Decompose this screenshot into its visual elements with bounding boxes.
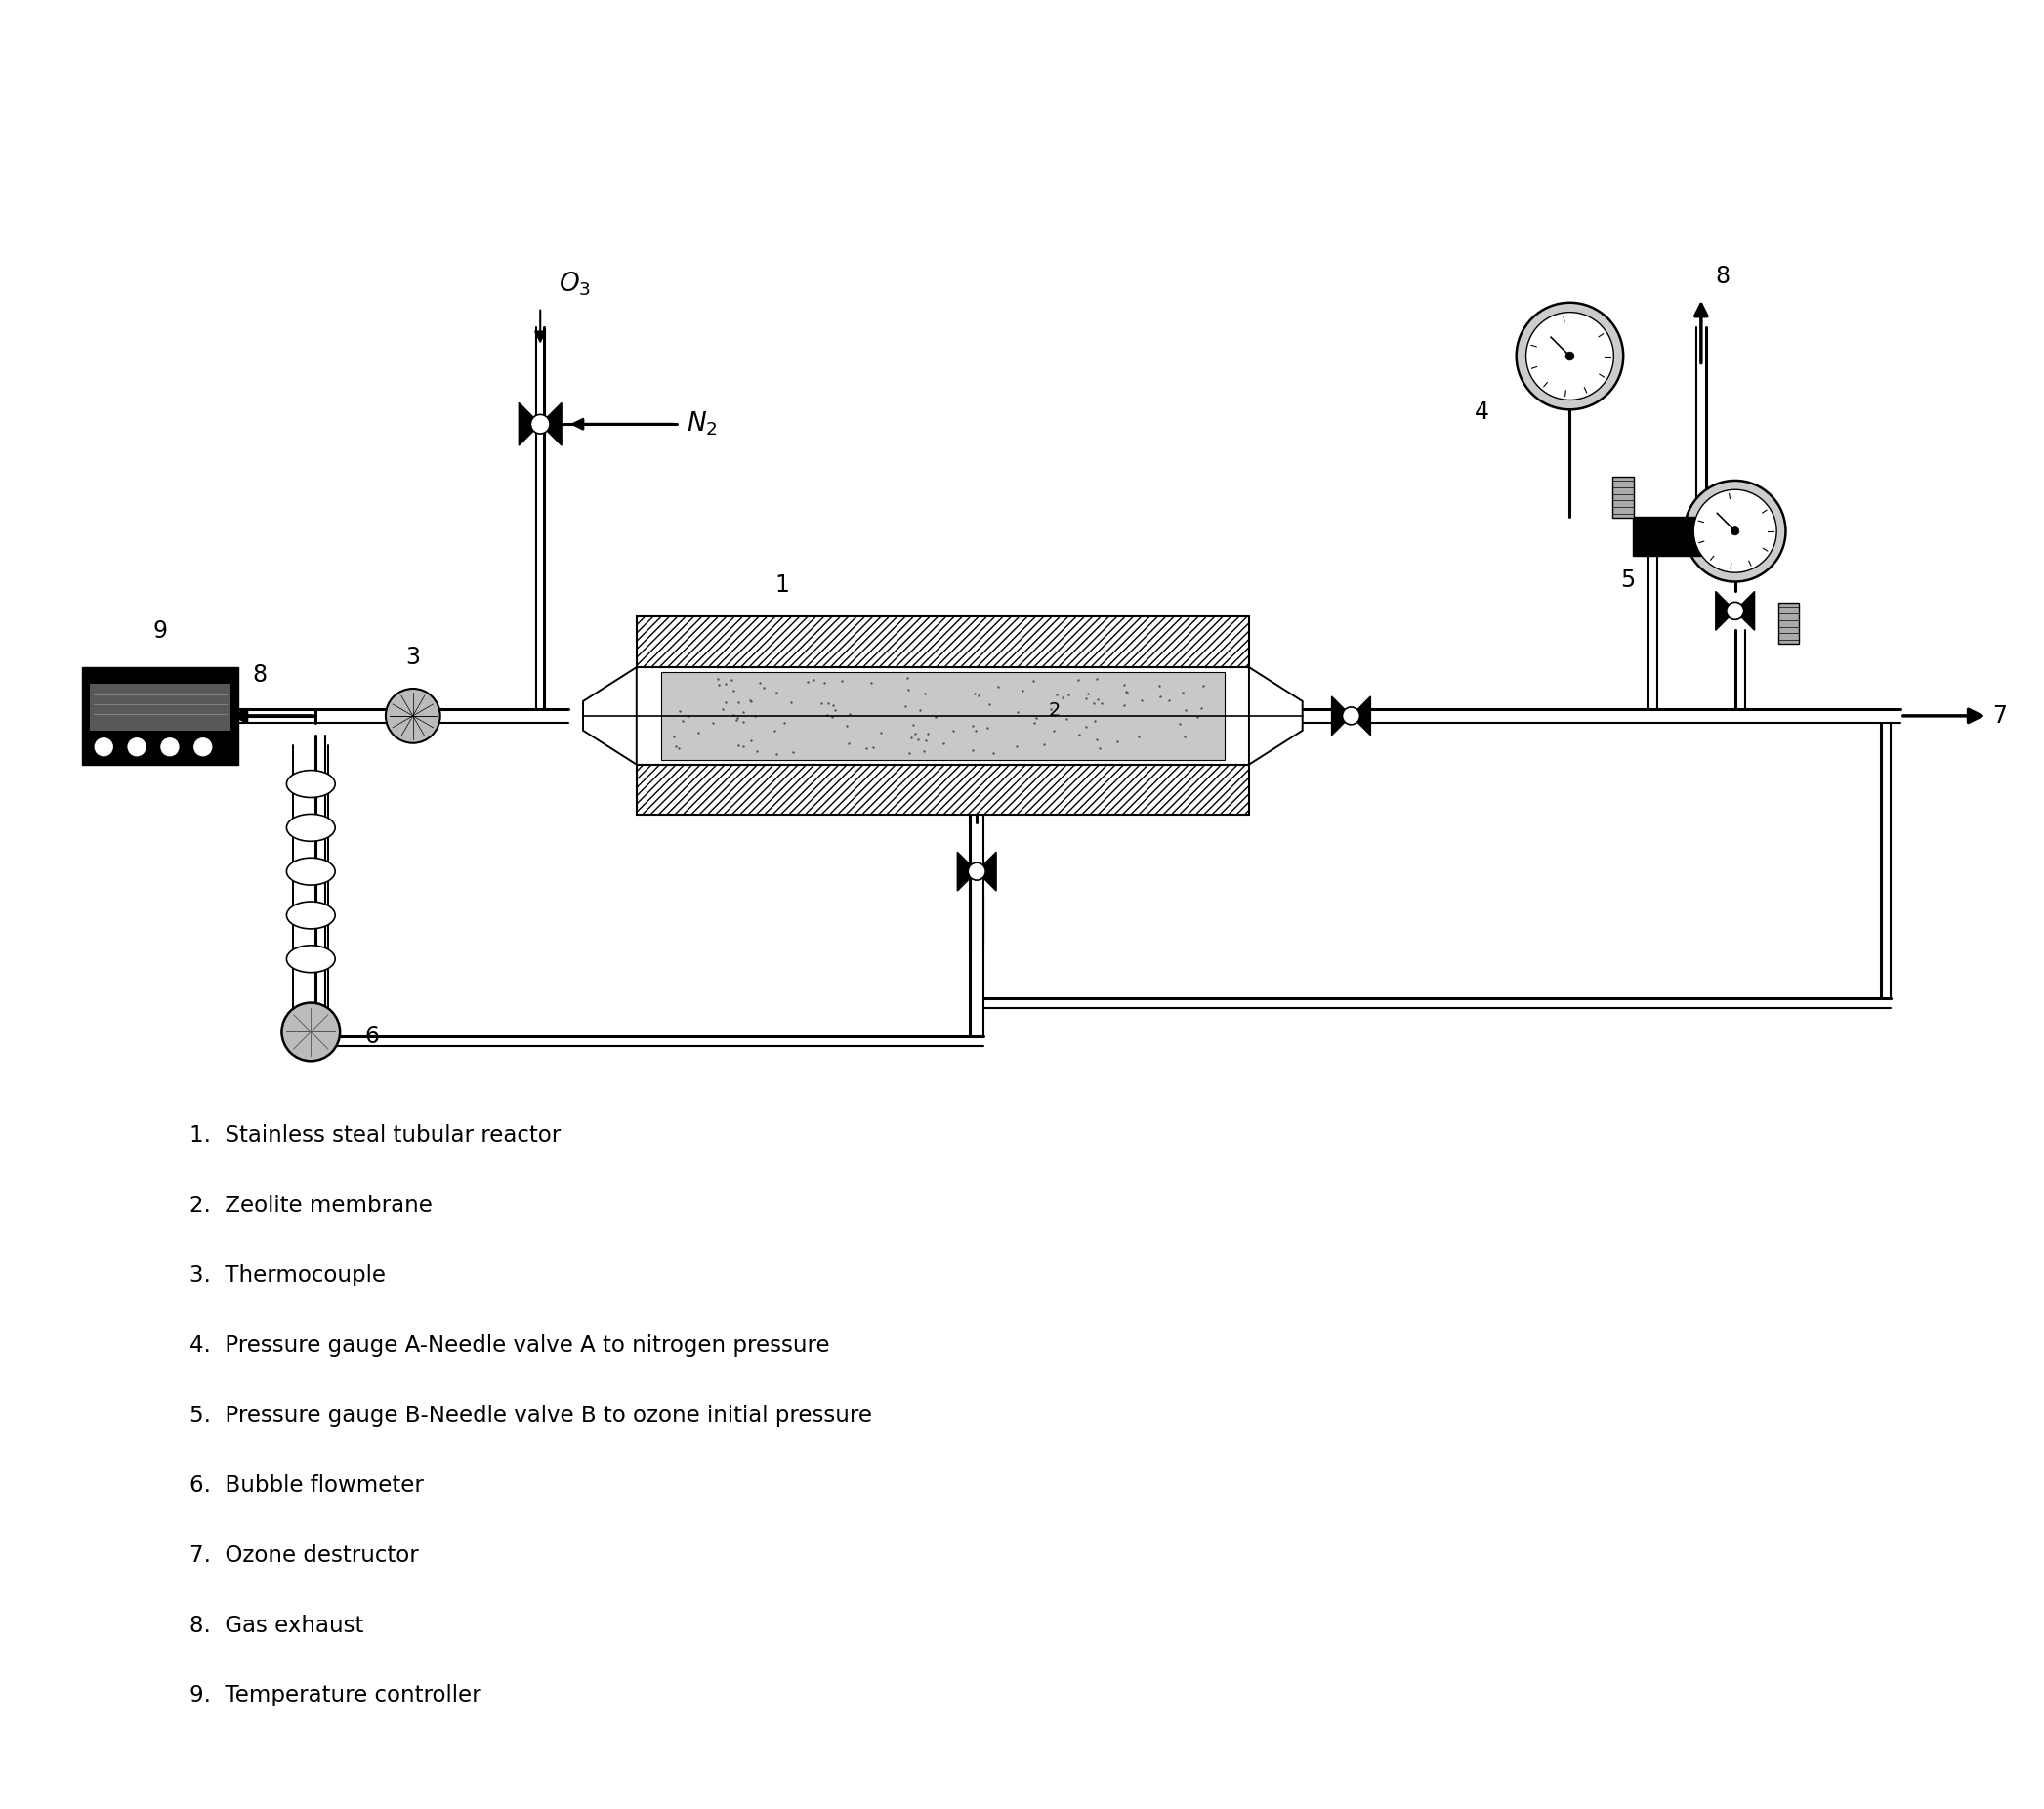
Text: $O_3$: $O_3$ bbox=[558, 270, 591, 298]
Polygon shape bbox=[583, 668, 636, 765]
Text: $N_2$: $N_2$ bbox=[687, 411, 717, 438]
Text: 6: 6 bbox=[364, 1026, 378, 1049]
Text: 8.  Gas exhaust: 8. Gas exhaust bbox=[190, 1614, 364, 1637]
Polygon shape bbox=[977, 852, 995, 890]
Circle shape bbox=[1343, 707, 1359, 725]
Circle shape bbox=[1684, 481, 1786, 582]
Circle shape bbox=[129, 738, 145, 756]
Text: 3: 3 bbox=[405, 646, 421, 669]
Bar bbox=[1633, 517, 1721, 555]
Text: 8: 8 bbox=[251, 664, 266, 687]
Text: 7.  Ozone destructor: 7. Ozone destructor bbox=[190, 1545, 419, 1567]
Bar bbox=[82, 668, 237, 765]
Text: 1.  Stainless steal tubular reactor: 1. Stainless steal tubular reactor bbox=[190, 1123, 560, 1147]
Circle shape bbox=[1694, 490, 1776, 573]
Polygon shape bbox=[957, 852, 977, 890]
Bar bbox=[636, 765, 1249, 816]
Circle shape bbox=[1727, 602, 1744, 620]
Circle shape bbox=[531, 414, 550, 434]
Ellipse shape bbox=[286, 946, 335, 973]
Text: 2: 2 bbox=[1049, 702, 1061, 720]
Text: 9: 9 bbox=[153, 619, 168, 642]
Bar bbox=[660, 673, 1224, 760]
Bar bbox=[1778, 602, 1799, 644]
Polygon shape bbox=[1735, 592, 1754, 630]
Circle shape bbox=[1517, 302, 1623, 409]
Text: 4.  Pressure gauge A-Needle valve A to nitrogen pressure: 4. Pressure gauge A-Needle valve A to ni… bbox=[190, 1335, 830, 1357]
Ellipse shape bbox=[286, 771, 335, 798]
Circle shape bbox=[161, 738, 178, 756]
Text: 9.  Temperature controller: 9. Temperature controller bbox=[190, 1684, 480, 1708]
Polygon shape bbox=[1249, 668, 1302, 765]
Text: 5: 5 bbox=[1621, 568, 1635, 592]
Polygon shape bbox=[1715, 592, 1735, 630]
Bar bbox=[90, 684, 231, 731]
Text: 8: 8 bbox=[1715, 264, 1731, 288]
Ellipse shape bbox=[286, 901, 335, 928]
Text: 1: 1 bbox=[775, 573, 789, 597]
Text: 6.  Bubble flowmeter: 6. Bubble flowmeter bbox=[190, 1474, 423, 1496]
Polygon shape bbox=[540, 403, 562, 445]
Bar bbox=[1613, 476, 1633, 517]
Polygon shape bbox=[1351, 696, 1372, 734]
Text: 7: 7 bbox=[1993, 704, 2007, 727]
Circle shape bbox=[1566, 351, 1574, 360]
Text: 2.  Zeolite membrane: 2. Zeolite membrane bbox=[190, 1194, 433, 1217]
Circle shape bbox=[94, 738, 112, 756]
Ellipse shape bbox=[286, 857, 335, 885]
Bar bbox=[636, 617, 1249, 668]
Circle shape bbox=[386, 689, 439, 743]
Ellipse shape bbox=[286, 814, 335, 841]
Polygon shape bbox=[1331, 696, 1351, 734]
Text: 5.  Pressure gauge B-Needle valve B to ozone initial pressure: 5. Pressure gauge B-Needle valve B to oz… bbox=[190, 1404, 873, 1427]
Circle shape bbox=[282, 1002, 339, 1062]
Circle shape bbox=[1731, 526, 1739, 535]
Text: 3.  Thermocouple: 3. Thermocouple bbox=[190, 1264, 386, 1286]
Circle shape bbox=[1527, 313, 1613, 400]
Polygon shape bbox=[519, 403, 540, 445]
Text: 4: 4 bbox=[1476, 402, 1490, 423]
Circle shape bbox=[969, 863, 985, 881]
Circle shape bbox=[194, 738, 213, 756]
